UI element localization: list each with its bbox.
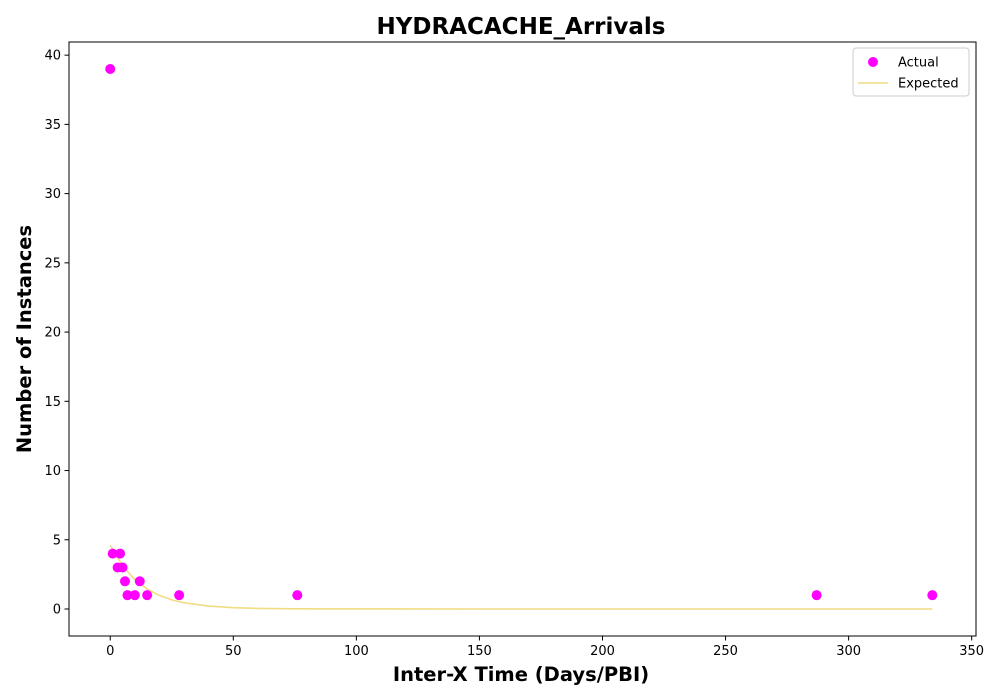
actual-point [122,590,133,601]
actual-point [292,590,303,601]
legend-label: Expected [898,77,959,92]
actual-point [142,590,153,601]
actual-point [119,576,130,587]
x-tick-label: 350 [959,644,984,659]
y-tick-label: 15 [44,395,61,410]
actual-point [107,548,118,559]
y-tick-label: 20 [44,326,61,341]
actual-point [117,562,128,573]
actual-point [105,64,116,74]
plot-frame [68,41,977,637]
x-tick-label: 0 [106,644,114,659]
x-tick-label: 200 [590,644,615,659]
series-marks [105,64,938,610]
actual-point [115,548,126,559]
x-tick-label: 250 [713,644,738,659]
y-tick-label: 10 [44,464,61,479]
actual-point [134,576,145,587]
legend-label: Actual [898,56,939,71]
x-tick-label: 100 [344,644,369,659]
x-tick-label: 300 [836,644,861,659]
y-tick-label: 30 [44,187,61,202]
y-axis-ticks: 0 5 10 15 20 25 30 35 40 [44,49,69,618]
y-tick-label: 40 [44,49,61,64]
legend-box [852,47,970,97]
expected-line [109,544,933,610]
actual-point [174,590,185,601]
x-axis-ticks: 0 50 100 150 200 250 300 350 [106,636,984,659]
actual-point [129,590,140,601]
plot-area [68,41,977,637]
legend: Actual Expected [852,47,970,97]
x-tick-label: 50 [225,644,242,659]
chart-title: HYDRACACHE_Arrivals [377,14,666,40]
y-tick-label: 0 [53,603,61,618]
y-tick-label: 25 [44,256,61,271]
actual-point [811,590,822,601]
y-tick-label: 35 [44,118,61,133]
actual-point [927,590,938,601]
x-tick-label: 150 [467,644,492,659]
x-axis-label: Inter-X Time (Days/PBI) [393,663,649,686]
y-axis-label: Number of Instances [13,225,36,453]
legend-marker-actual [868,57,878,67]
y-tick-label: 5 [53,533,61,548]
